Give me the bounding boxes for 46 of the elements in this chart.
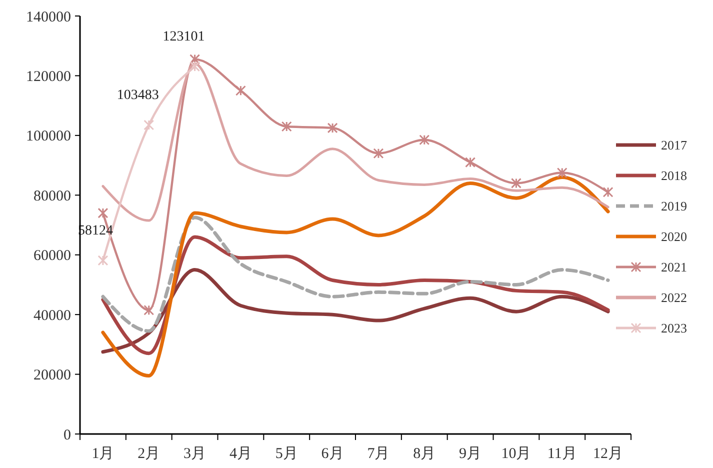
- legend-label: 2018: [661, 168, 687, 184]
- point: [144, 120, 154, 130]
- y-tick-label: 0: [64, 427, 71, 444]
- y-tick-label: 60000: [34, 248, 71, 264]
- x-tick-label: 10月: [501, 446, 532, 462]
- x-tick-label: 4月: [229, 446, 252, 462]
- legend-label: 2017: [661, 138, 688, 153]
- x-tick-label: 9月: [459, 446, 482, 462]
- point: [419, 134, 430, 146]
- x-tick-label: 8月: [413, 446, 436, 462]
- x-tick-label: 5月: [275, 446, 298, 462]
- line-series: [102, 62, 610, 222]
- point: [510, 178, 522, 188]
- x-tick-label: 12月: [593, 446, 624, 462]
- x-tick-label: 11月: [547, 446, 577, 462]
- data-label: 123101: [162, 29, 205, 44]
- point: [144, 304, 154, 316]
- point: [373, 148, 384, 159]
- point: [190, 61, 200, 72]
- legend-label: 2021: [661, 260, 687, 275]
- y-tick-label: 140000: [26, 9, 71, 26]
- point: [465, 157, 476, 168]
- x-tick-label: 3月: [184, 446, 206, 462]
- y-tick-label: 100000: [26, 128, 71, 145]
- line-series: [101, 268, 610, 354]
- point: [190, 54, 200, 65]
- y-tick-label: 80000: [34, 188, 71, 204]
- x-tick-label: 2月: [138, 446, 160, 462]
- point: [98, 255, 108, 266]
- legend-label: 2020: [661, 229, 687, 244]
- data-label: 103483: [116, 88, 159, 104]
- point: [235, 85, 246, 96]
- legend-label: 2023: [661, 320, 687, 336]
- point: [602, 186, 614, 198]
- x-tick-label: 1月: [92, 446, 114, 462]
- point: [327, 122, 338, 134]
- point: [281, 121, 292, 132]
- y-tick-label: 40000: [34, 308, 71, 324]
- y-tick-label: 20000: [34, 368, 71, 384]
- point: [556, 168, 568, 178]
- x-tick-label: 7月: [367, 446, 390, 462]
- point: [98, 208, 108, 218]
- legend-label: 2019: [661, 198, 687, 214]
- legend-label: 2022: [661, 290, 687, 306]
- y-tick-label: 120000: [26, 68, 71, 85]
- x-tick-label: 6月: [321, 446, 344, 462]
